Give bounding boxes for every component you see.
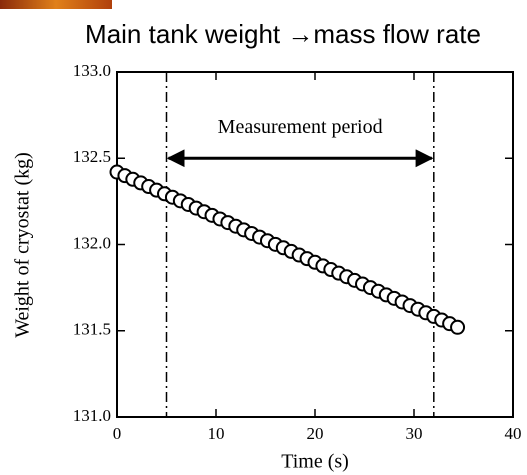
y-tick-label: 131.0 bbox=[73, 406, 111, 425]
x-tick-label: 10 bbox=[208, 424, 225, 443]
x-tick-label: 40 bbox=[505, 424, 522, 443]
x-tick-label: 0 bbox=[113, 424, 122, 443]
x-tick-label: 20 bbox=[307, 424, 324, 443]
y-tick-label: 133.0 bbox=[73, 61, 111, 80]
data-point bbox=[450, 319, 466, 335]
x-tick-label: 30 bbox=[406, 424, 423, 443]
plot-frame bbox=[116, 71, 514, 418]
chart-title: Main tank weight →mass flow rate bbox=[85, 19, 481, 49]
x-axis-label: Time (s) bbox=[281, 451, 349, 473]
y-axis-label: Weight of cryostat (kg) bbox=[12, 152, 34, 338]
header-strip bbox=[0, 0, 112, 9]
y-tick-label: 131.5 bbox=[73, 320, 111, 339]
y-tick-label: 132.5 bbox=[73, 147, 111, 166]
annotation: Measurement period bbox=[218, 116, 383, 138]
y-tick-label: 132.0 bbox=[73, 233, 111, 252]
